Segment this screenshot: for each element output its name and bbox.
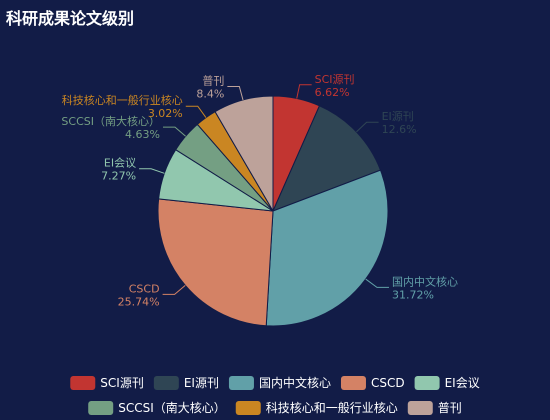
legend-item-2[interactable]: 国内中文核心	[228, 375, 331, 390]
legend-swatch-0	[70, 376, 96, 390]
legend: SCI源刊 EI源刊 国内中文核心 CSCD EI会议 SCCSI（南大核心） 科技核心和一…	[70, 375, 480, 415]
chart-title: 科研成果论文级别	[6, 9, 135, 28]
slice-label-value-5: 4.63%	[125, 128, 160, 141]
slice-label-value-4: 7.27%	[101, 170, 136, 183]
slice-1[interactable]	[272, 105, 382, 212]
label-line-6	[185, 105, 207, 118]
slice-label-name-1: EI源刊	[382, 109, 414, 123]
legend-label-1: EI源刊	[184, 376, 219, 390]
slice-label-value-6: 3.02%	[148, 107, 183, 120]
label-line-2	[365, 278, 389, 288]
slice-label-value-0: 6.62%	[315, 86, 350, 99]
label-line-7	[227, 85, 244, 101]
legend-swatch-6	[235, 401, 261, 415]
legend-swatch-7	[407, 401, 433, 415]
legend-swatch-2	[228, 376, 254, 390]
label-line-1	[356, 121, 379, 133]
legend-swatch-5	[88, 401, 114, 415]
slice-7[interactable]	[214, 95, 274, 213]
legend-label-6: 科技核心和一般行业核心	[266, 400, 398, 415]
legend-item-3[interactable]: CSCD	[340, 376, 405, 390]
slice-2[interactable]	[265, 169, 389, 327]
legend-label-3: CSCD	[371, 376, 405, 390]
slice-label-name-5: SCCSI（南大核心）	[61, 114, 160, 128]
slice-label-name-0: SCI源刊	[315, 72, 355, 86]
legend-swatch-4	[414, 376, 440, 390]
slice-label-value-2: 31.72%	[392, 288, 434, 301]
slice-label-name-4: EI会议	[104, 157, 136, 170]
slice-label-value-7: 8.4%	[196, 87, 224, 100]
legend-label-2: 国内中文核心	[259, 375, 331, 390]
legend-item-6[interactable]: 科技核心和一般行业核心	[235, 400, 398, 415]
legend-swatch-1	[153, 376, 179, 390]
slice-label-value-3: 25.74%	[118, 295, 160, 308]
legend-item-0[interactable]: SCI源刊	[70, 376, 144, 390]
legend-swatch-3	[340, 376, 366, 390]
legend-label-0: SCI源刊	[100, 376, 144, 390]
legend-item-5[interactable]: SCCSI（南大核心）	[88, 400, 226, 415]
legend-item-4[interactable]: EI会议	[414, 376, 480, 390]
legend-item-1[interactable]: EI源刊	[153, 376, 219, 390]
label-line-5	[162, 126, 186, 137]
slice-label-name-6: 科技核心和一般行业核心	[62, 93, 183, 107]
slice-label-value-1: 12.6%	[382, 123, 417, 136]
legend-item-7[interactable]: 普刊	[407, 401, 462, 415]
slice-label-name-2: 国内中文核心	[392, 274, 458, 288]
label-line-0	[296, 84, 312, 99]
pie-slices	[157, 95, 389, 327]
slice-3[interactable]	[157, 198, 274, 327]
legend-label-7: 普刊	[438, 401, 462, 415]
label-line-4	[139, 168, 165, 174]
legend-label-4: EI会议	[445, 376, 480, 390]
slice-label-name-7: 普刊	[202, 73, 224, 87]
slice-label-name-3: CSCD	[129, 282, 160, 295]
legend-label-5: SCCSI（南大核心）	[118, 400, 226, 415]
label-line-3	[162, 284, 186, 295]
